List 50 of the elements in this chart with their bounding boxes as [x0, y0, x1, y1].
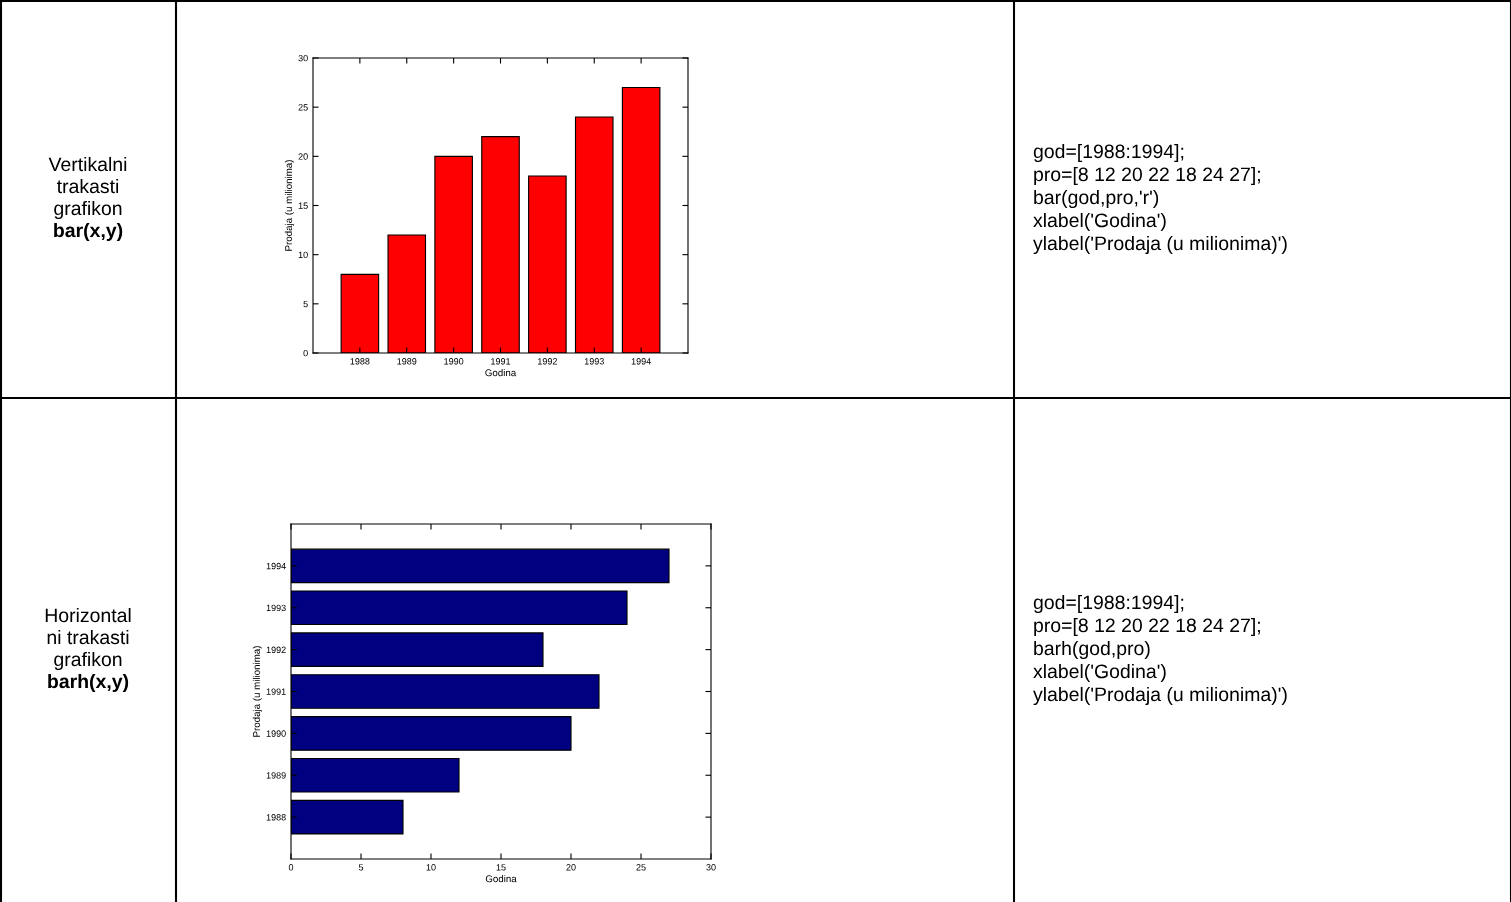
x-tick-label: 1992: [538, 358, 557, 365]
y-tick-label: 0: [303, 349, 308, 357]
y-tick-label: 20: [298, 153, 308, 160]
text: bar(x,y): [54, 222, 123, 242]
text: grafikon: [54, 200, 122, 220]
x-tick-label: 1991: [491, 358, 511, 365]
x-axis-title: Godina: [485, 875, 517, 883]
x-tick-label: 25: [636, 864, 646, 871]
y-tick-label: 1991: [266, 688, 286, 695]
text: grafikon: [54, 651, 122, 671]
y-tick-label: 1988: [266, 814, 286, 821]
text: barh(god,pro): [1034, 640, 1150, 660]
x-tick-label: 1993: [584, 358, 604, 365]
text: pro=[8 12 20 22 18 24 27];: [1034, 166, 1260, 186]
text: god=[1988:1994];: [1033, 594, 1184, 614]
y-tick-label: 1990: [266, 730, 286, 737]
y-tick-label: 10: [298, 251, 308, 259]
y-tick-label: 1992: [266, 646, 286, 653]
text: xlabel('Godina'): [1033, 663, 1166, 683]
y-tick-label: 15: [298, 202, 308, 209]
text: xlabel('Godina'): [1033, 212, 1166, 232]
text: ylabel('Prodaja (u milionima)'): [1033, 235, 1287, 255]
y-tick-label: 1994: [266, 562, 286, 570]
x-tick-label: 0: [288, 864, 294, 871]
x-tick-label: 20: [566, 864, 576, 871]
text: trakasti: [56, 178, 119, 194]
text: Vertikalni: [48, 156, 127, 172]
x-tick-label: 15: [496, 864, 506, 871]
y-axis-title: Prodaja (u milionima): [284, 160, 294, 251]
y-tick-label: 30: [298, 54, 308, 62]
x-tick-label: 30: [706, 864, 716, 871]
text: bar(god,pro,'r'): [1034, 189, 1159, 209]
text: pro=[8 12 20 22 18 24 27];: [1034, 617, 1260, 637]
y-tick-label: 5: [303, 300, 308, 308]
y-tick-label: 1993: [266, 604, 286, 612]
x-tick-label: 1990: [444, 358, 464, 365]
x-tick-label: 1989: [397, 358, 417, 365]
x-tick-label: 1988: [350, 358, 370, 365]
x-axis-title: Godina: [485, 369, 517, 377]
y-tick-label: 1989: [266, 772, 286, 779]
text: ylabel('Prodaja (u milionima)'): [1033, 686, 1287, 706]
text: Horizontal: [45, 607, 131, 623]
x-tick-label: 1994: [631, 358, 651, 365]
text: god=[1988:1994];: [1033, 143, 1184, 163]
y-axis-title: Prodaja (u milionima): [252, 646, 262, 737]
x-tick-label: 10: [426, 864, 436, 871]
x-tick-label: 5: [358, 864, 364, 871]
text: barh(x,y): [48, 673, 129, 693]
y-tick-label: 25: [298, 104, 308, 111]
text: ni trakasti: [47, 629, 129, 645]
